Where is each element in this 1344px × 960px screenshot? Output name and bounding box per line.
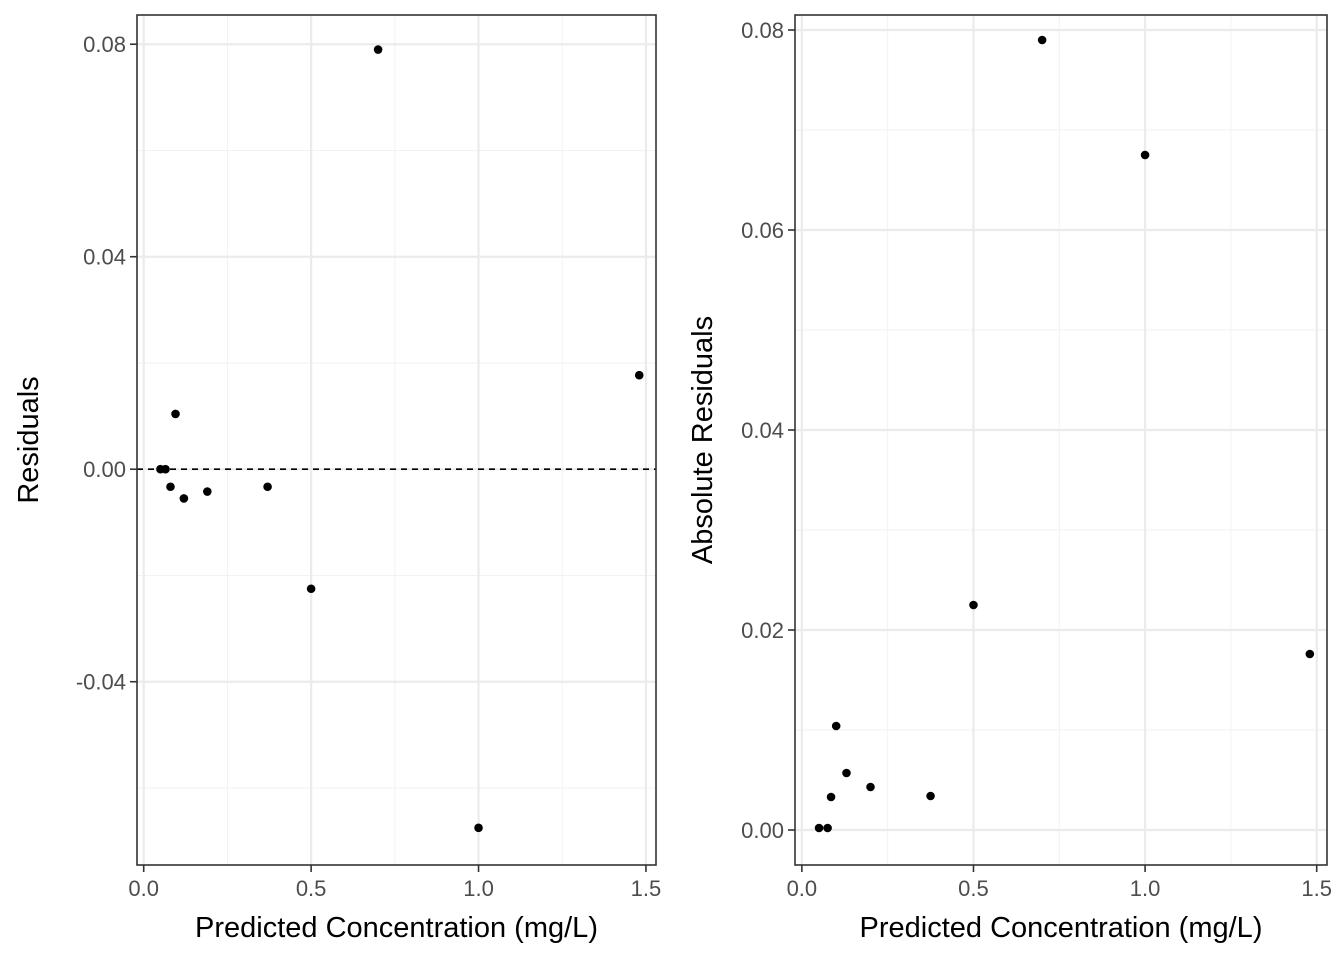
x-axis-title: Predicted Concentration (mg/L)	[195, 912, 598, 944]
x-tick-label: 1.0	[463, 876, 494, 901]
panel-border	[794, 14, 1328, 866]
data-point	[306, 584, 316, 594]
y-tick-label: 0.04	[741, 418, 784, 443]
data-point	[171, 409, 180, 419]
data-point	[823, 823, 832, 833]
y-axis-title: Absolute Residuals	[687, 316, 719, 564]
data-point	[814, 823, 824, 833]
data-point	[161, 464, 170, 474]
data-point	[926, 791, 935, 801]
x-axis-title: Predicted Concentration (mg/L)	[860, 912, 1263, 944]
y-tick-label: -0.04	[76, 670, 126, 695]
data-point	[179, 494, 189, 503]
panel-absolute-residuals: 0.0 0.5 1.0 1.5 0.00 0.02 0.04 0.06 0.08 Predicte…	[687, 14, 1332, 944]
data-point	[634, 370, 644, 380]
data-point	[474, 823, 483, 833]
x-tick-label: 0.5	[296, 876, 327, 901]
data-point	[1305, 649, 1315, 659]
y-tick-label: 0.04	[83, 245, 126, 270]
x-tick-label: 0.0	[128, 876, 159, 901]
x-tick-label: 1.5	[1301, 876, 1332, 901]
y-tick-label: 0.06	[741, 218, 784, 243]
x-tick-label: 1.5	[631, 876, 662, 901]
data-point	[263, 482, 272, 492]
y-tick-label: 0.02	[741, 618, 784, 643]
data-point	[1037, 35, 1047, 45]
panel-border	[136, 14, 657, 866]
data-point	[373, 45, 383, 54]
data-point	[166, 482, 175, 492]
data-point	[969, 600, 978, 610]
data-point	[866, 782, 875, 792]
y-axis-title: Residuals	[13, 376, 45, 503]
data-point	[1140, 150, 1150, 160]
y-tick-label: 0.00	[741, 818, 784, 843]
panel-residuals: 0.0 0.5 1.0 1.5 -0.04 0.00 0.04 0.08 Predicted C…	[13, 14, 662, 944]
data-point	[203, 487, 212, 496]
data-point	[831, 721, 841, 731]
y-tick-label: 0.08	[83, 32, 126, 57]
data-point	[826, 792, 836, 802]
data-point	[842, 768, 851, 778]
y-tick-label: 0.00	[83, 457, 126, 482]
x-tick-label: 0.5	[958, 876, 989, 901]
y-tick-label: 0.08	[741, 18, 784, 43]
x-tick-label: 0.0	[787, 876, 818, 901]
x-tick-label: 1.0	[1130, 876, 1161, 901]
